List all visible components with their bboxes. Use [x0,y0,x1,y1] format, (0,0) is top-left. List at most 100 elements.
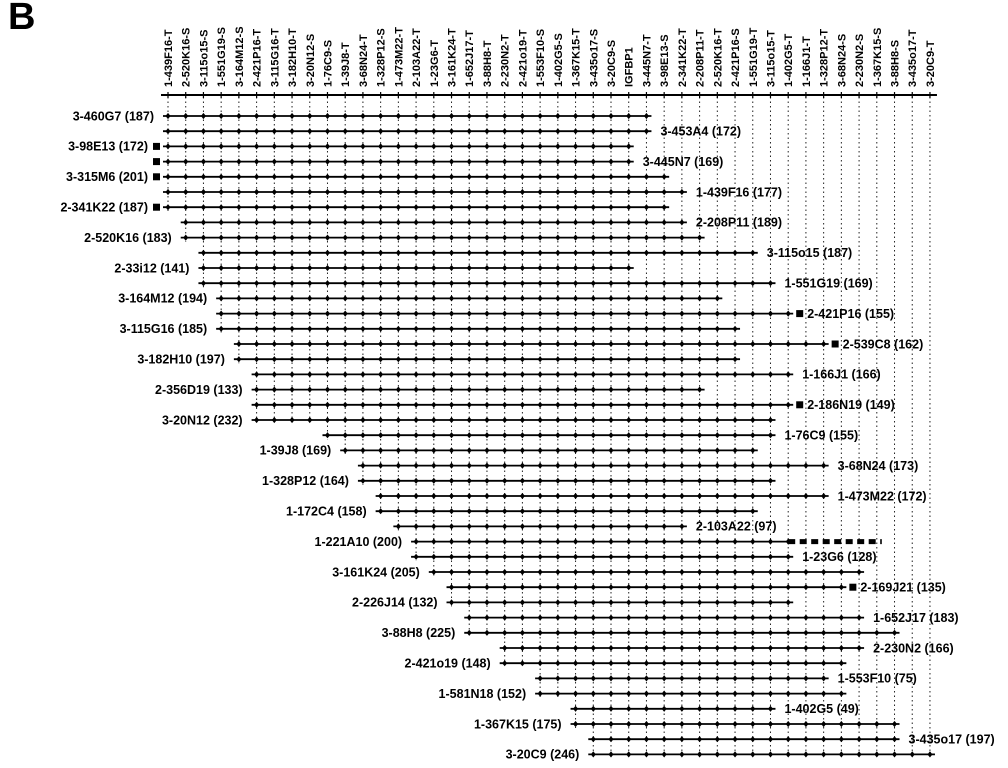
sts-tick [573,553,579,560]
sts-tick [679,599,685,606]
marker-axis: 1-439F16-T 2-520K16-S 3-115o15-S 1-551G19-S… [161,26,937,98]
sts-tick [714,325,720,332]
clone-end-square [153,142,160,150]
sts-tick [378,325,384,332]
sts-tick [378,143,384,150]
sts-tick [342,371,348,378]
sts-tick [307,386,313,393]
sts-tick [555,371,561,378]
sts-tick [555,310,561,317]
sts-tick [342,204,348,211]
sts-tick [608,143,614,150]
sts-tick [573,310,579,317]
sts-tick [555,264,561,272]
sts-tick [590,234,596,241]
sts-tick [643,371,649,378]
sts-tick [342,401,348,408]
sts-tick [200,219,206,226]
sts-tick [803,340,809,348]
sts-tick [466,173,472,180]
sts-tick [714,736,720,743]
clone-label: 3-20N12 (232) [162,413,243,427]
sts-tick [271,249,277,256]
marker-label: 3-88H8-S [890,40,902,87]
sts-tick [661,204,667,211]
sts-tick [449,584,455,591]
sts-tick [484,325,490,332]
sts-tick [838,751,844,758]
sts-tick [431,462,437,469]
sts-tick [431,158,437,165]
sts-tick [643,416,649,424]
sts-tick [821,492,827,500]
sts-tick [502,492,508,500]
sts-tick [519,462,525,469]
sts-tick [714,462,720,469]
sts-tick [254,280,260,287]
sts-tick [821,675,827,682]
sts-tick [537,660,543,667]
sts-tick [484,158,490,165]
sts-tick [519,386,525,393]
sts-tick [449,280,455,287]
sts-tick [449,462,455,469]
sts-tick [537,188,543,196]
sts-tick [449,523,455,530]
sts-tick [395,477,401,484]
sts-tick [661,538,667,545]
sts-tick [661,477,667,484]
sts-tick [466,553,472,560]
sts-tick [466,295,472,302]
sts-tick [254,249,260,256]
sts-tick [732,660,738,667]
sts-tick [643,128,649,135]
sts-tick [307,234,313,241]
sts-tick [183,112,189,120]
sts-tick [519,508,525,515]
sts-tick [732,401,738,408]
sts-tick [466,128,472,135]
clone-label: 3-453A4 (172) [660,125,741,139]
sts-tick [254,264,260,272]
sts-tick [626,538,632,545]
marker-label: 1-551G19-T [748,27,760,87]
sts-tick [431,249,437,256]
clone-row: 2-230N2 (166) [499,641,954,655]
clone-row: 2-169J21 (135) [446,581,946,595]
sts-tick [785,538,791,545]
sts-tick [519,568,525,576]
sts-tick [360,477,366,484]
sts-tick [484,280,490,287]
sts-tick [821,568,827,576]
sts-tick [289,204,295,211]
clone-row: 1-439F16 (177) [163,185,782,199]
sts-tick [395,447,401,454]
sts-tick [643,720,649,728]
sts-tick [626,128,632,135]
clone-row: 3-445N7 (169) [153,155,723,169]
sts-tick [484,128,490,135]
sts-tick [732,599,738,606]
sts-tick [431,538,437,545]
sts-tick [767,675,773,682]
sts-tick [218,249,224,256]
sts-tick [661,340,667,348]
sts-tick [502,356,508,363]
sts-tick [608,736,614,743]
sts-tick [413,538,419,545]
sts-tick [519,660,525,667]
sts-tick [519,295,525,302]
sts-tick [714,508,720,515]
sts-tick [590,705,596,712]
sts-tick [218,264,224,272]
sts-tick [342,249,348,256]
sts-tick [573,629,579,636]
sts-tick [502,538,508,545]
sts-tick [767,553,773,560]
sts-tick [360,295,366,302]
sts-tick [626,340,632,348]
sts-tick [643,249,649,256]
sts-tick [732,477,738,484]
sts-tick [679,219,685,226]
sts-tick [413,143,419,150]
